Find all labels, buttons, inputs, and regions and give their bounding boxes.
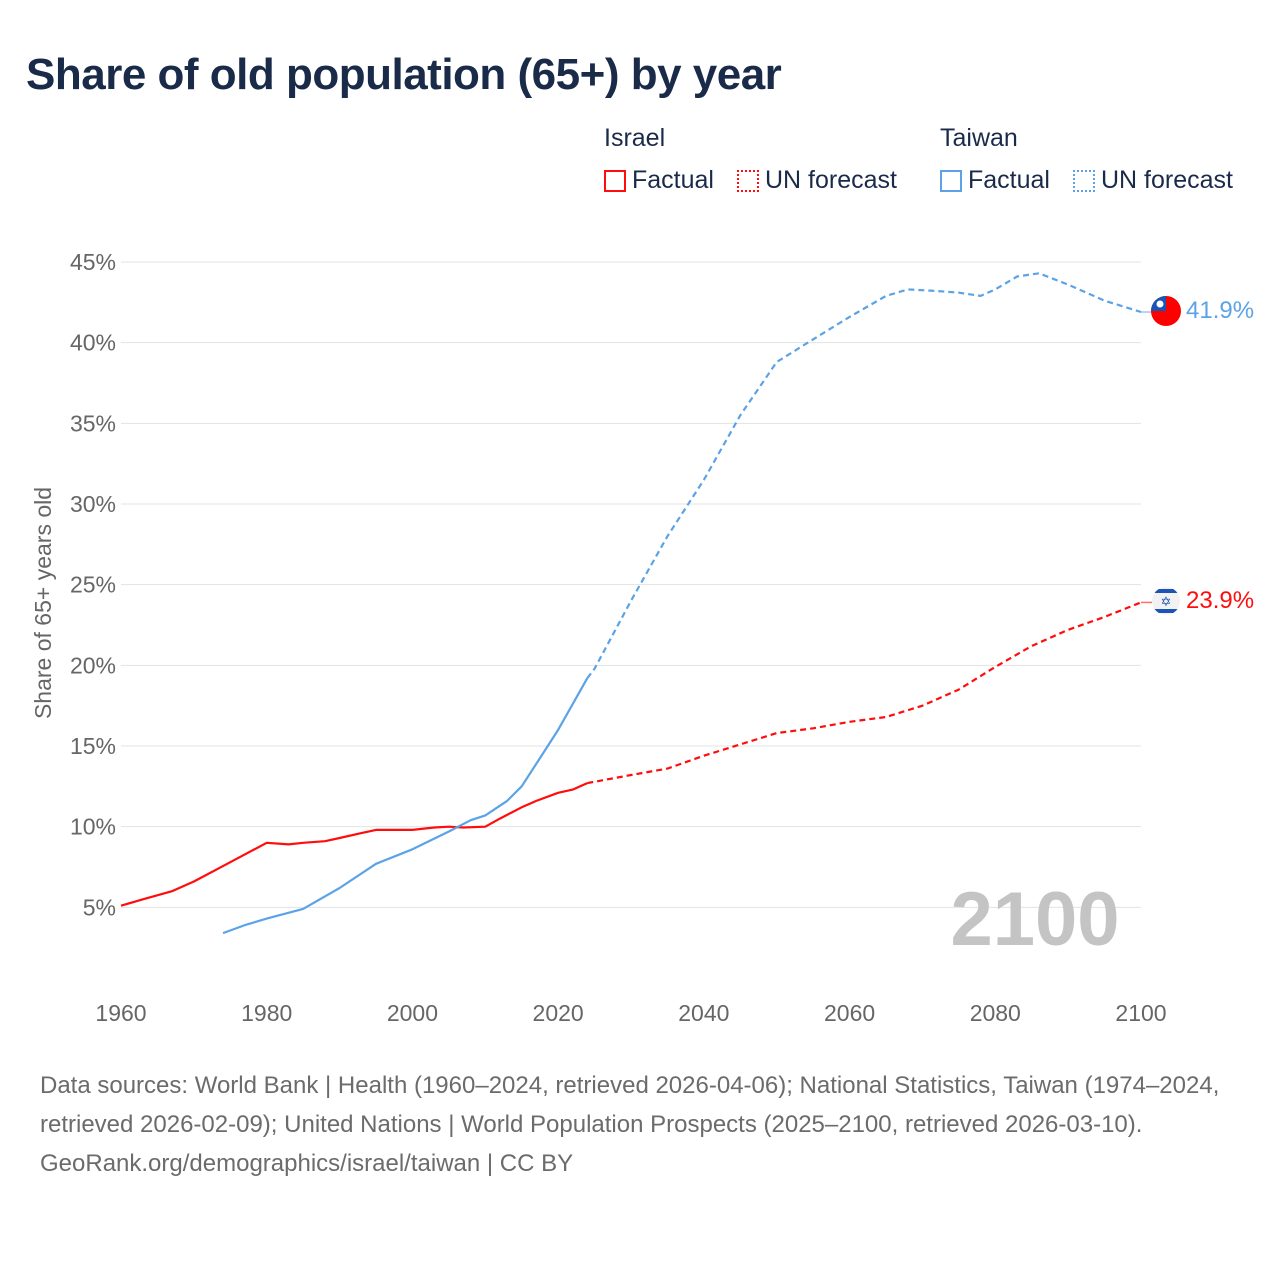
legend-group-israel: Israel: [604, 124, 666, 152]
y-tick-label: 10%: [70, 814, 116, 840]
x-tick-label: 2040: [678, 1000, 729, 1026]
x-tick-label: 1960: [95, 1000, 146, 1026]
y-tick-label: 25%: [70, 572, 116, 598]
solid-swatch-icon: [940, 169, 962, 192]
taiwan-forecast-line: [586, 272, 1142, 679]
data-sources: Data sources: World Bank | Health (1960–…: [40, 1072, 1220, 1138]
y-tick-label: 45%: [70, 249, 116, 275]
x-tick-label: 2060: [824, 1000, 875, 1026]
chart-title: Share of old population (65+) by year: [26, 50, 782, 99]
legend-group-taiwan: Taiwan: [940, 124, 1018, 152]
y-tick-label: 30%: [70, 491, 116, 517]
legend-label: Factual: [632, 166, 714, 194]
y-tick-label: 5%: [83, 894, 116, 920]
legend-taiwan-factual[interactable]: Factual: [940, 166, 1050, 195]
legend-israel-factual[interactable]: Factual: [604, 166, 714, 195]
legend-israel-forecast[interactable]: UN forecast: [737, 166, 897, 195]
y-tick-label: 40%: [70, 330, 116, 356]
dotted-swatch-icon: [1073, 169, 1095, 192]
svg-text:✡: ✡: [1161, 594, 1172, 609]
taiwan-end-label: 41.9%: [1186, 297, 1254, 324]
israel-factual-line: [120, 782, 588, 907]
legend-taiwan-forecast[interactable]: UN forecast: [1073, 166, 1233, 195]
footer: Data sources: World Bank | Health (1960–…: [40, 1066, 1240, 1183]
x-tick-label: 2100: [1115, 1000, 1166, 1026]
credit-link[interactable]: GeoRank.org/demographics/israel/taiwan |…: [40, 1150, 574, 1177]
y-axis-label: Share of 65+ years old: [30, 487, 56, 719]
dotted-swatch-icon: [737, 169, 759, 192]
x-tick-label: 2080: [970, 1000, 1021, 1026]
x-tick-label: 1980: [241, 1000, 292, 1026]
legend-label: UN forecast: [765, 166, 897, 194]
y-tick-label: 15%: [70, 733, 116, 759]
x-tick-label: 2020: [533, 1000, 584, 1026]
israel-end-label: 23.9%: [1186, 587, 1254, 614]
y-tick-label: 35%: [70, 410, 116, 436]
x-tick-label: 2000: [387, 1000, 438, 1026]
israel-forecast-line: [587, 601, 1142, 785]
y-tick-label: 20%: [70, 652, 116, 678]
israel-flag-icon: ✡: [1152, 587, 1180, 615]
solid-swatch-icon: [604, 169, 626, 192]
legend-label: UN forecast: [1101, 166, 1233, 194]
taiwan-factual-line: [222, 677, 589, 935]
legend-label: Factual: [968, 166, 1050, 194]
line-chart: 5% 10% 15% 20% 25% 30% 35% 40% 45% 1960 1980 2000 2…: [30, 249, 1254, 1026]
year-watermark: 2100: [950, 877, 1119, 962]
taiwan-flag-icon: [1151, 296, 1181, 326]
